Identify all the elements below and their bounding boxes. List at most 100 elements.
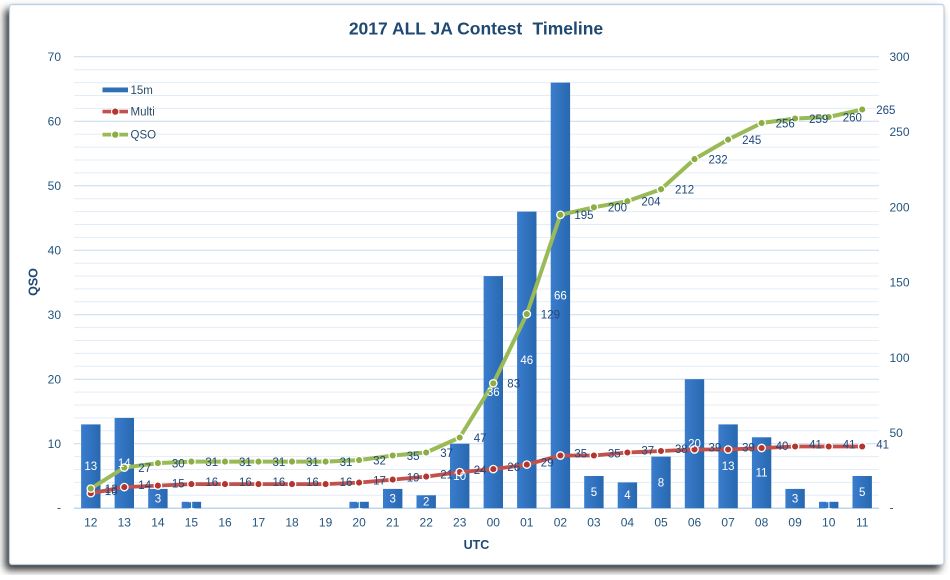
svg-text:31: 31 xyxy=(340,457,353,469)
svg-text:14: 14 xyxy=(138,480,151,492)
svg-text:QSO: QSO xyxy=(26,268,40,296)
svg-text:256: 256 xyxy=(776,118,795,130)
svg-text:259: 259 xyxy=(809,114,828,126)
svg-text:30: 30 xyxy=(48,308,62,322)
svg-text:13: 13 xyxy=(118,516,132,530)
svg-text:41: 41 xyxy=(876,439,889,451)
svg-text:37: 37 xyxy=(440,448,453,460)
svg-text:16: 16 xyxy=(239,477,252,489)
svg-text:3: 3 xyxy=(792,493,798,505)
svg-text:19: 19 xyxy=(407,473,420,485)
svg-text:232: 232 xyxy=(709,155,728,167)
svg-text:1: 1 xyxy=(188,500,194,512)
svg-text:20: 20 xyxy=(688,439,701,451)
svg-text:23: 23 xyxy=(453,516,467,530)
svg-text:20: 20 xyxy=(352,516,366,530)
svg-text:15: 15 xyxy=(172,479,185,491)
svg-text:35: 35 xyxy=(608,448,621,460)
svg-text:2: 2 xyxy=(423,497,429,509)
svg-text:01: 01 xyxy=(520,516,534,530)
svg-text:12: 12 xyxy=(84,516,98,530)
svg-text:3: 3 xyxy=(389,493,395,505)
svg-text:02: 02 xyxy=(554,516,568,530)
svg-text:10: 10 xyxy=(453,471,466,483)
svg-text:27: 27 xyxy=(138,463,151,475)
svg-text:265: 265 xyxy=(876,105,895,117)
svg-text:16: 16 xyxy=(218,516,232,530)
svg-text:212: 212 xyxy=(675,185,694,197)
svg-text:17: 17 xyxy=(373,476,386,488)
svg-text:50: 50 xyxy=(48,179,62,193)
svg-text:260: 260 xyxy=(843,112,862,124)
svg-text:10: 10 xyxy=(48,437,62,451)
svg-text:Multi: Multi xyxy=(131,107,155,119)
svg-text:129: 129 xyxy=(541,310,560,322)
svg-text:41: 41 xyxy=(843,439,856,451)
svg-text:05: 05 xyxy=(654,516,668,530)
svg-text:10: 10 xyxy=(105,486,118,498)
svg-text:39: 39 xyxy=(709,442,722,454)
svg-text:-: - xyxy=(890,500,894,514)
svg-text:06: 06 xyxy=(688,516,702,530)
svg-text:200: 200 xyxy=(890,201,910,215)
svg-text:60: 60 xyxy=(48,115,62,129)
svg-text:300: 300 xyxy=(890,50,910,64)
svg-text:13: 13 xyxy=(105,484,118,496)
svg-text:18: 18 xyxy=(285,516,299,530)
svg-text:40: 40 xyxy=(48,244,62,258)
svg-text:10: 10 xyxy=(822,516,836,530)
svg-text:29: 29 xyxy=(541,458,554,470)
svg-text:50: 50 xyxy=(890,426,904,440)
svg-text:245: 245 xyxy=(742,135,761,147)
svg-text:47: 47 xyxy=(474,433,487,445)
svg-text:8: 8 xyxy=(658,477,664,489)
svg-text:100: 100 xyxy=(890,351,910,365)
svg-text:1: 1 xyxy=(356,500,362,512)
svg-text:5: 5 xyxy=(591,487,597,499)
svg-text:37: 37 xyxy=(641,445,654,457)
svg-text:66: 66 xyxy=(554,290,567,302)
svg-text:200: 200 xyxy=(608,203,627,215)
svg-text:35: 35 xyxy=(574,448,587,460)
svg-text:5: 5 xyxy=(859,487,865,499)
svg-text:32: 32 xyxy=(373,456,386,468)
svg-text:16: 16 xyxy=(340,477,353,489)
svg-text:150: 150 xyxy=(890,276,910,290)
svg-text:21: 21 xyxy=(440,470,453,482)
svg-text:13: 13 xyxy=(722,461,735,473)
svg-text:UTC: UTC xyxy=(464,538,490,552)
svg-text:35: 35 xyxy=(407,451,420,463)
svg-text:17: 17 xyxy=(252,516,266,530)
svg-text:15m: 15m xyxy=(131,85,153,97)
svg-text:31: 31 xyxy=(239,457,252,469)
svg-text:11: 11 xyxy=(856,516,869,530)
svg-text:36: 36 xyxy=(487,387,500,399)
svg-text:21: 21 xyxy=(386,516,400,530)
svg-text:195: 195 xyxy=(574,210,593,222)
svg-text:03: 03 xyxy=(587,516,601,530)
svg-text:09: 09 xyxy=(788,516,802,530)
svg-text:39: 39 xyxy=(742,442,755,454)
svg-text:46: 46 xyxy=(520,355,533,367)
svg-text:16: 16 xyxy=(306,477,319,489)
svg-text:16: 16 xyxy=(205,477,218,489)
svg-text:3: 3 xyxy=(155,493,161,505)
svg-text:31: 31 xyxy=(205,457,218,469)
svg-text:07: 07 xyxy=(721,516,735,530)
svg-text:04: 04 xyxy=(621,516,635,530)
svg-text:26: 26 xyxy=(507,462,520,474)
svg-text:40: 40 xyxy=(776,441,789,453)
svg-text:QSO: QSO xyxy=(131,130,157,142)
svg-text:22: 22 xyxy=(420,516,434,530)
svg-text:00: 00 xyxy=(487,516,501,530)
svg-text:08: 08 xyxy=(755,516,769,530)
svg-text:24: 24 xyxy=(474,465,487,477)
svg-text:20: 20 xyxy=(48,372,62,386)
svg-text:-: - xyxy=(57,500,61,514)
svg-text:83: 83 xyxy=(507,379,520,391)
svg-text:1: 1 xyxy=(825,500,831,512)
svg-text:11: 11 xyxy=(756,468,768,480)
svg-text:14: 14 xyxy=(118,458,131,470)
svg-text:4: 4 xyxy=(624,490,631,502)
svg-text:31: 31 xyxy=(273,457,286,469)
